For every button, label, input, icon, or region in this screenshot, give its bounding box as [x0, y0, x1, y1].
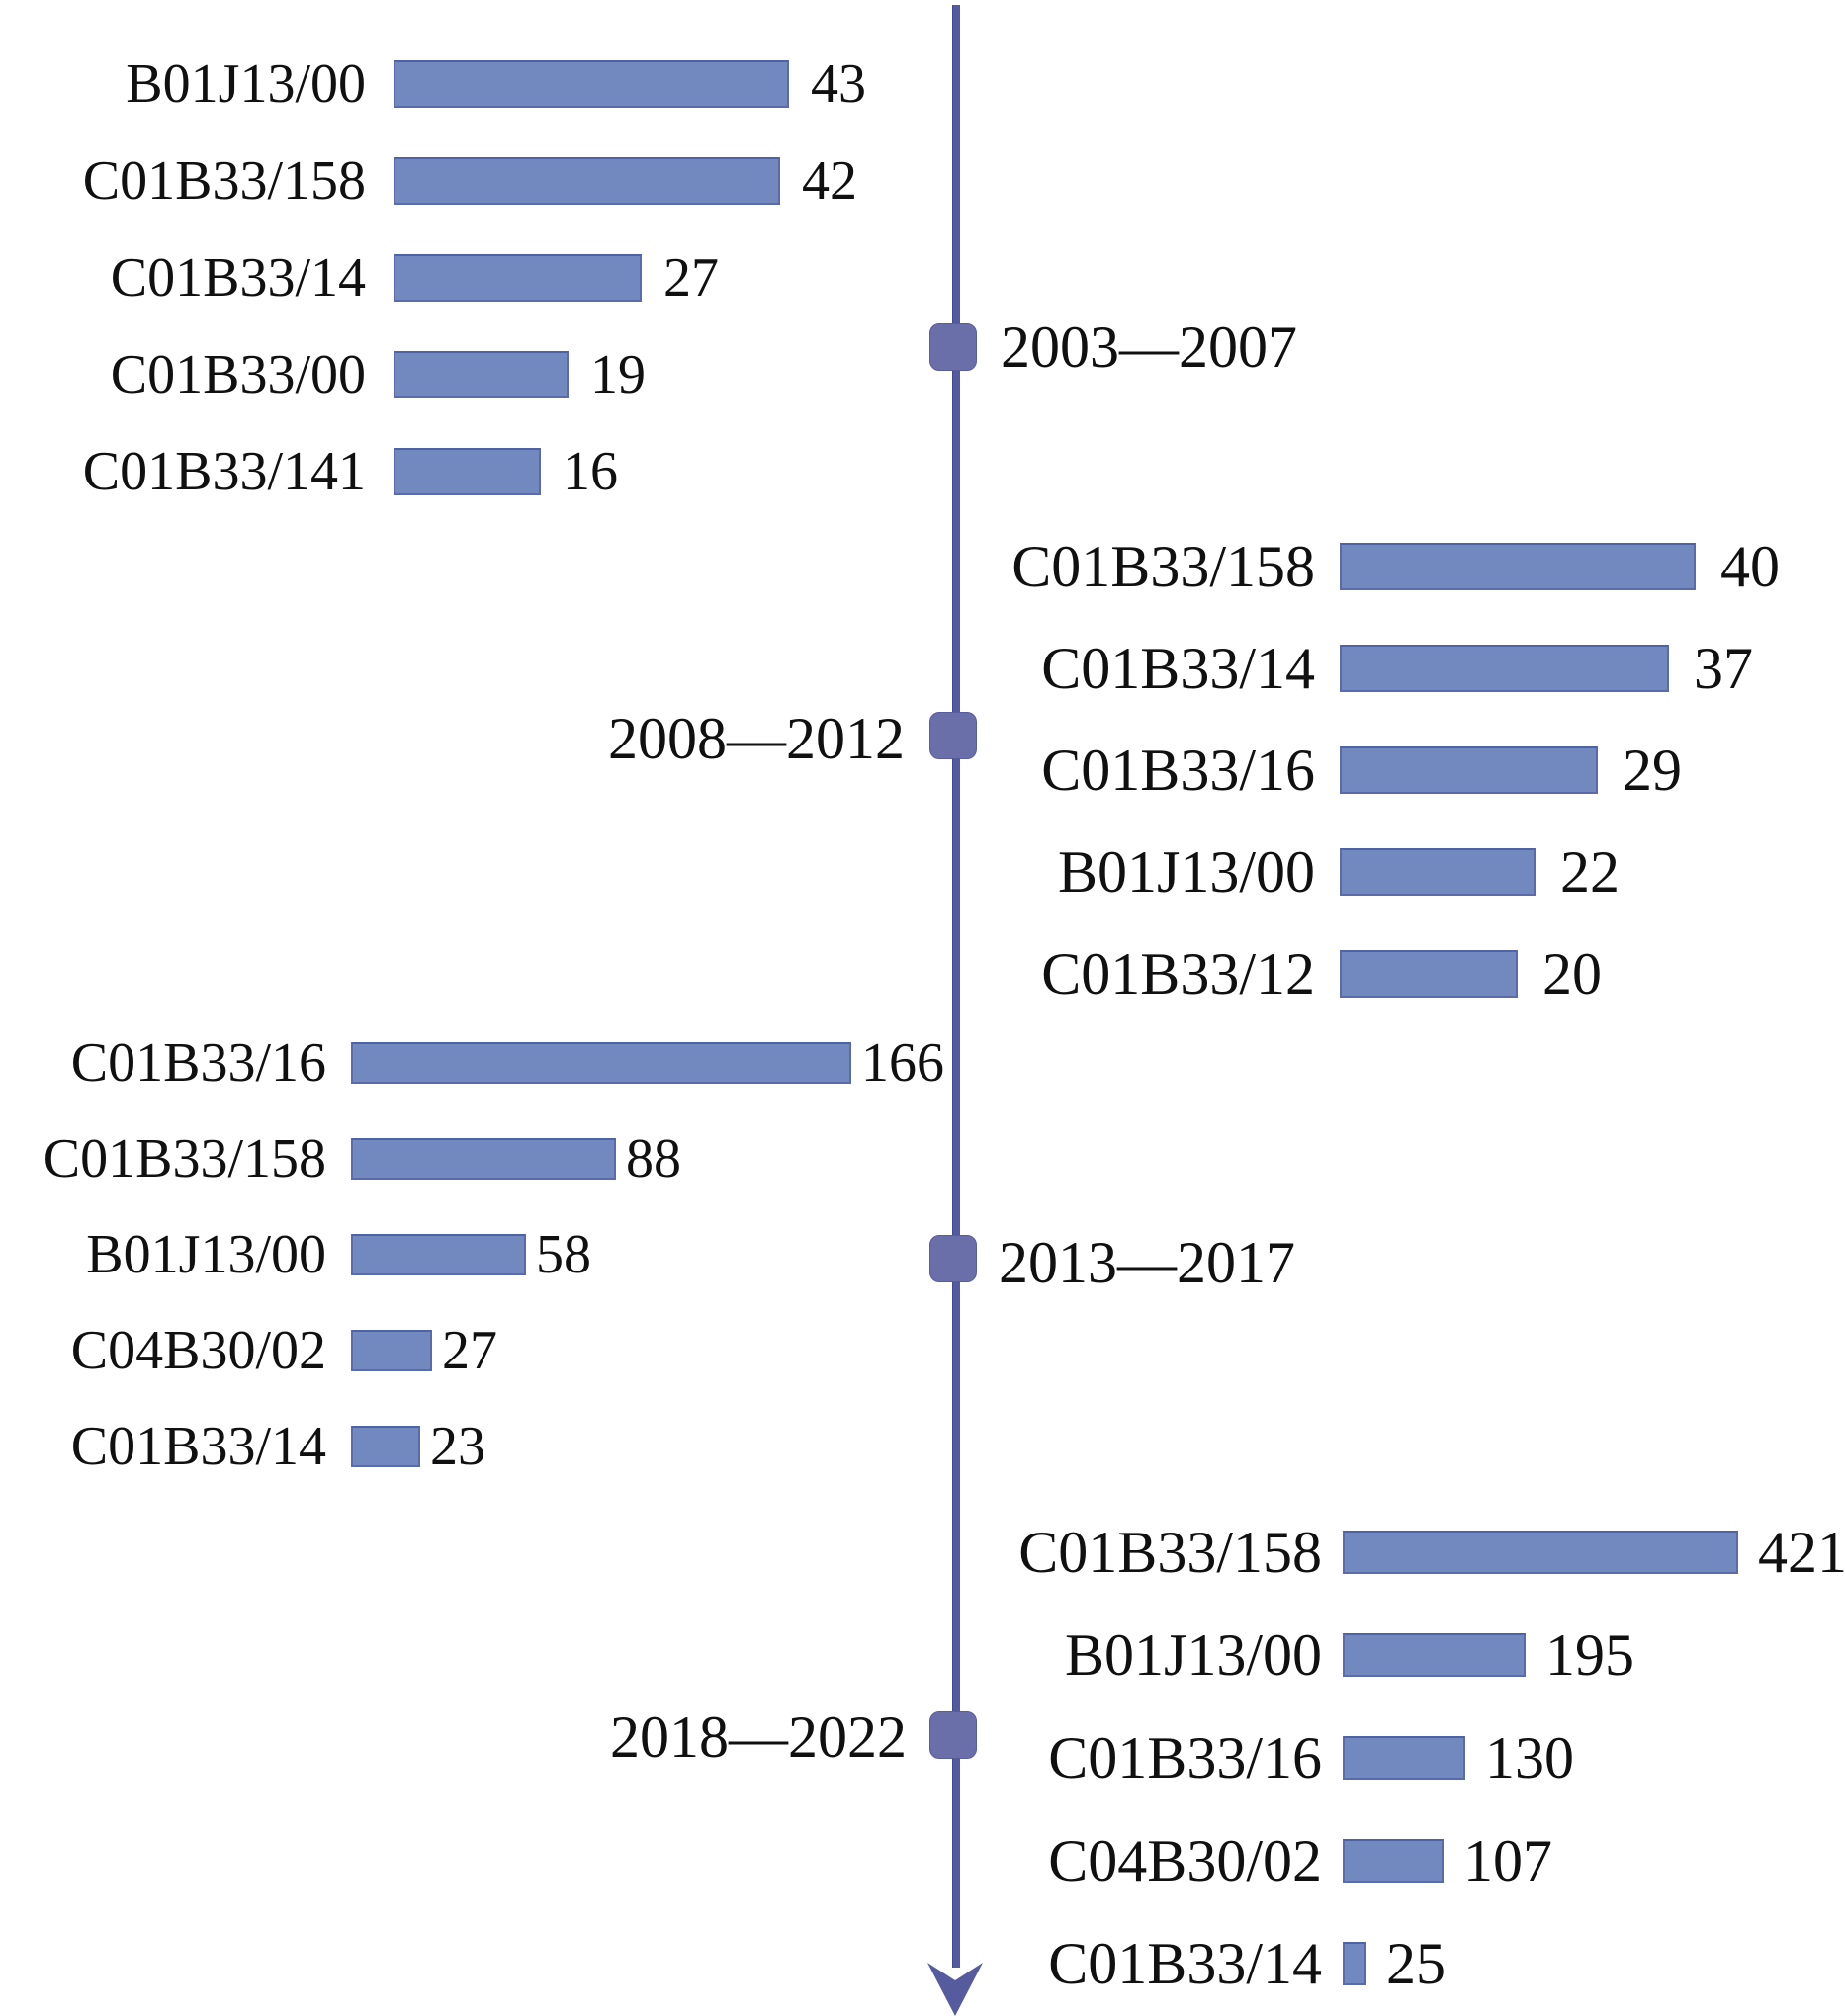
bar [1343, 1736, 1465, 1780]
ipc-code-label: B01J13/00 [126, 53, 366, 115]
bar [394, 157, 780, 205]
bar-value-label: 29 [1623, 737, 1682, 803]
timeline-marker-2013-2017 [929, 1235, 977, 1282]
ipc-code-label: C01B33/14 [1048, 1931, 1322, 1996]
bar [351, 1137, 616, 1180]
bar [394, 448, 541, 495]
bar-value-label: 195 [1545, 1622, 1634, 1688]
ipc-code-label: B01J13/00 [1064, 1622, 1322, 1688]
ipc-code-label: C01B33/12 [1041, 940, 1315, 1007]
period-label-2013-2017: 2013—2017 [999, 1230, 1295, 1295]
bar-value-label: 16 [563, 441, 618, 502]
bar-value-label: 27 [663, 247, 719, 308]
bar-value-label: 130 [1485, 1725, 1574, 1791]
ipc-code-label: B01J13/00 [1057, 838, 1315, 905]
bar-row: B01J13/00 195 [994, 1604, 1845, 1707]
bar [351, 1233, 526, 1275]
bar-group-2013-2017: C01B33/16 166 C01B33/158 88 B01J13/00 58 C04B3… [20, 1014, 944, 1494]
period-label-2018-2022: 2018—2022 [610, 1705, 907, 1770]
bar [1343, 1942, 1366, 1985]
bar [1343, 1633, 1526, 1677]
bar-group-2018-2022: C01B33/158 421 B01J13/00 195 C01B33/16 130 C04… [994, 1501, 1845, 2015]
bar-row: C01B33/158 421 [994, 1501, 1845, 1604]
bar-row: C04B30/02 107 [994, 1809, 1845, 1912]
bar [1343, 1839, 1444, 1883]
bar-value-label: 37 [1694, 635, 1753, 701]
bar-row: C01B33/141 16 [40, 423, 866, 520]
bar-value-label: 20 [1542, 940, 1602, 1007]
bar-value-label: 421 [1758, 1520, 1845, 1585]
period-label-2003-2007: 2003—2007 [1001, 314, 1297, 380]
ipc-code-label: C01B33/141 [82, 441, 366, 502]
bar [394, 351, 569, 398]
bar [1343, 1531, 1738, 1574]
bar-value-label: 22 [1560, 838, 1620, 905]
bar [351, 1329, 432, 1371]
timeline-marker-2008-2012 [929, 712, 977, 759]
bar-row: C01B33/14 27 [40, 229, 866, 326]
bar-row: C01B33/16 166 [20, 1014, 944, 1110]
bar-group-2008-2012: C01B33/158 40 C01B33/14 37 C01B33/16 29 B01J13… [994, 515, 1780, 1024]
bar-row: C01B33/158 40 [994, 515, 1780, 617]
bar [351, 1041, 851, 1084]
bar-group-2003-2007: B01J13/00 43 C01B33/158 42 C01B33/14 27 C01B33… [40, 36, 866, 520]
bar-value-label: 23 [430, 1415, 485, 1477]
ipc-code-label: C01B33/14 [1041, 635, 1315, 701]
timeline-marker-2018-2022 [929, 1711, 977, 1759]
ipc-code-label: C01B33/16 [1041, 737, 1315, 803]
ipc-code-label: C01B33/14 [110, 247, 366, 308]
ipc-code-label: B01J13/00 [86, 1223, 326, 1285]
bar-row: C04B30/02 27 [20, 1302, 944, 1398]
bar-value-label: 19 [590, 344, 646, 405]
bar-row: C01B33/12 20 [994, 922, 1780, 1024]
ipc-code-label: C01B33/158 [1011, 533, 1315, 599]
bar-row: C01B33/158 88 [20, 1110, 944, 1206]
ipc-code-label: C01B33/14 [70, 1415, 326, 1477]
bar [1340, 949, 1518, 998]
bar [394, 60, 789, 108]
bar [351, 1425, 420, 1467]
bar-row: B01J13/00 58 [20, 1206, 944, 1302]
bar [394, 254, 642, 302]
bar-value-label: 43 [811, 53, 866, 115]
ipc-code-label: C01B33/158 [43, 1127, 326, 1189]
bar-value-label: 166 [861, 1031, 944, 1094]
bar-row: C01B33/14 23 [20, 1398, 944, 1494]
bar-value-label: 88 [626, 1127, 681, 1189]
bar-value-label: 25 [1386, 1931, 1446, 1996]
timeline-axis [952, 5, 960, 1968]
bar-value-label: 58 [536, 1223, 591, 1285]
bar-value-label: 42 [802, 150, 857, 212]
bar-row: C01B33/14 25 [994, 1912, 1845, 2015]
period-label-2008-2012: 2008—2012 [608, 706, 905, 771]
ipc-code-label: C01B33/16 [1048, 1725, 1322, 1791]
bar-row: C01B33/16 130 [994, 1707, 1845, 1809]
bar-value-label: 27 [442, 1319, 497, 1381]
bar-row: B01J13/00 22 [994, 821, 1780, 922]
bar-row: C01B33/00 19 [40, 326, 866, 423]
ipc-code-label: C04B30/02 [70, 1319, 326, 1381]
timeline-marker-2003-2007 [929, 323, 977, 371]
bar-value-label: 107 [1463, 1828, 1552, 1893]
ipc-code-label: C01B33/158 [82, 150, 366, 212]
ipc-code-label: C01B33/158 [1018, 1520, 1322, 1585]
bar-row: C01B33/158 42 [40, 132, 866, 229]
bar-row: B01J13/00 43 [40, 36, 866, 132]
bar [1340, 644, 1669, 692]
ipc-code-label: C04B30/02 [1048, 1828, 1322, 1893]
bar [1340, 847, 1536, 896]
bar-row: C01B33/14 37 [994, 617, 1780, 719]
arrow-down-icon [927, 1963, 983, 2016]
ipc-code-label: C01B33/00 [110, 344, 366, 405]
bar [1340, 745, 1598, 794]
bar-value-label: 40 [1720, 533, 1780, 599]
ipc-code-label: C01B33/16 [70, 1031, 326, 1094]
bar [1340, 542, 1696, 590]
bar-row: C01B33/16 29 [994, 719, 1780, 821]
